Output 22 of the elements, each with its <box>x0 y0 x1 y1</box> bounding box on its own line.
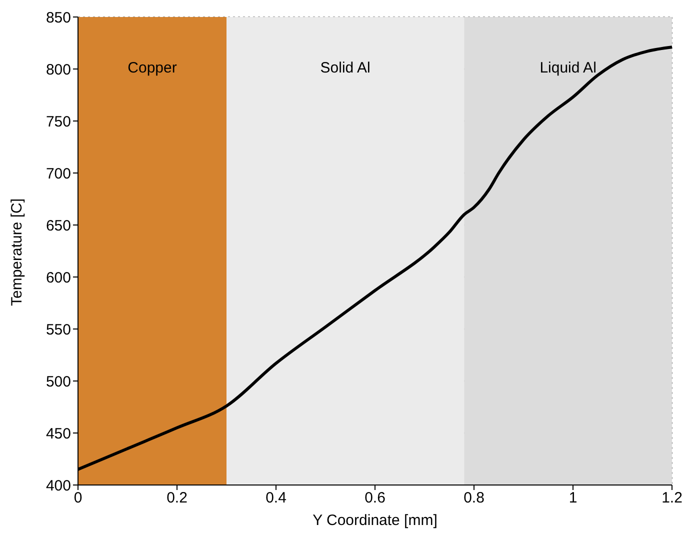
band-label: Liquid Al <box>540 60 596 77</box>
band-label: Solid Al <box>320 60 370 77</box>
y-axis-title: Temperature [C] <box>8 198 26 306</box>
x-axis-title: Y Coordinate [mm] <box>312 512 438 529</box>
x-tick-label: 0.6 <box>364 490 386 507</box>
y-tick-label: 600 <box>46 269 71 286</box>
band-label: Copper <box>128 60 177 77</box>
y-tick-label: 500 <box>46 373 71 390</box>
y-tick-label: 750 <box>46 113 71 130</box>
x-tick-label: 0.8 <box>464 490 484 507</box>
y-tick-label: 700 <box>46 165 71 182</box>
x-tick-label: 0 <box>74 490 82 507</box>
y-tick-label: 400 <box>46 477 71 494</box>
y-tick-label: 650 <box>46 217 71 234</box>
y-tick-label: 550 <box>46 321 71 338</box>
y-tick-label: 450 <box>46 425 71 442</box>
x-tick-label: 1 <box>568 490 578 507</box>
x-tick-label: 1.2 <box>662 490 682 507</box>
y-tick-label: 850 <box>46 9 71 26</box>
x-tick-label: 0.4 <box>266 490 286 507</box>
y-tick-label: 800 <box>46 61 71 78</box>
x-tick-label: 0.2 <box>166 490 188 507</box>
